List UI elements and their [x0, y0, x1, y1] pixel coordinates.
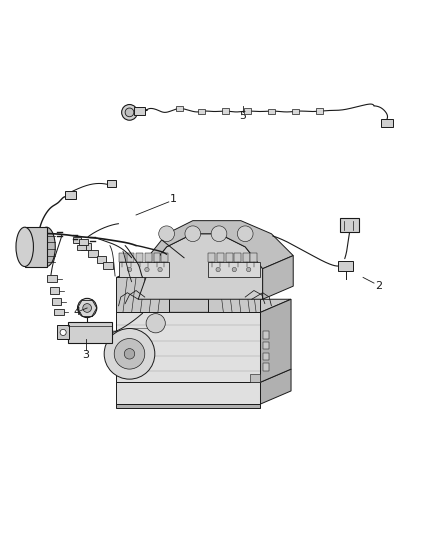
Bar	[381, 119, 393, 127]
Polygon shape	[119, 262, 169, 277]
Bar	[54, 309, 64, 316]
Circle shape	[185, 226, 201, 241]
Bar	[107, 180, 117, 187]
Circle shape	[60, 329, 66, 335]
Circle shape	[127, 268, 132, 272]
Bar	[263, 364, 269, 372]
Bar	[136, 253, 143, 262]
Bar	[57, 326, 69, 340]
Bar	[316, 108, 323, 114]
Circle shape	[237, 226, 253, 241]
Circle shape	[104, 328, 155, 379]
Text: 5: 5	[240, 111, 247, 121]
Circle shape	[232, 268, 237, 272]
Polygon shape	[117, 382, 261, 404]
Bar	[161, 253, 168, 262]
Circle shape	[159, 226, 174, 241]
Ellipse shape	[38, 227, 55, 266]
Text: 3: 3	[82, 350, 89, 360]
Bar	[111, 352, 117, 360]
Circle shape	[247, 268, 251, 272]
Bar	[49, 287, 59, 294]
Circle shape	[122, 104, 138, 120]
Bar	[145, 253, 152, 262]
Circle shape	[216, 268, 220, 272]
Bar	[338, 261, 353, 271]
Bar	[208, 253, 215, 262]
Bar	[153, 253, 160, 262]
Polygon shape	[117, 264, 199, 277]
Bar	[263, 352, 269, 360]
Ellipse shape	[16, 227, 33, 266]
Circle shape	[114, 338, 145, 369]
Circle shape	[158, 268, 162, 272]
Polygon shape	[138, 234, 263, 299]
Text: 1: 1	[170, 194, 177, 204]
Bar	[111, 364, 117, 372]
Text: 2: 2	[375, 281, 382, 291]
Bar	[268, 109, 275, 114]
Circle shape	[145, 268, 149, 272]
Polygon shape	[117, 277, 169, 312]
Bar	[73, 237, 81, 243]
Polygon shape	[149, 221, 293, 269]
Polygon shape	[117, 404, 261, 408]
Bar	[119, 253, 126, 262]
Bar	[81, 244, 91, 250]
Bar	[103, 262, 113, 269]
Polygon shape	[261, 299, 291, 382]
Bar	[134, 107, 145, 115]
Bar	[226, 253, 233, 262]
Bar	[251, 253, 258, 262]
Bar	[340, 219, 359, 232]
Circle shape	[78, 298, 97, 318]
Bar	[243, 253, 250, 262]
Bar	[263, 342, 269, 350]
Bar	[111, 342, 117, 350]
Polygon shape	[208, 262, 261, 277]
Bar	[111, 330, 117, 338]
Bar	[47, 275, 57, 282]
Text: 4: 4	[74, 308, 81, 317]
Polygon shape	[208, 277, 261, 312]
Bar	[79, 239, 88, 245]
Bar	[292, 109, 299, 114]
Bar	[68, 322, 112, 343]
Bar	[52, 298, 61, 305]
Bar	[244, 108, 251, 114]
Bar	[97, 256, 106, 263]
Bar	[176, 106, 183, 111]
Bar	[77, 245, 86, 251]
Bar	[65, 191, 76, 199]
Polygon shape	[117, 299, 291, 312]
Polygon shape	[25, 227, 46, 266]
Bar	[234, 253, 241, 262]
Bar	[217, 253, 224, 262]
Circle shape	[211, 226, 227, 241]
Bar	[127, 253, 134, 262]
Bar	[222, 108, 229, 114]
Bar	[263, 330, 269, 338]
Polygon shape	[263, 256, 293, 299]
Bar	[88, 251, 98, 257]
Polygon shape	[261, 369, 291, 404]
Bar	[198, 109, 205, 114]
Circle shape	[124, 349, 135, 359]
Polygon shape	[117, 369, 291, 382]
Circle shape	[125, 108, 134, 117]
Bar	[250, 374, 261, 382]
Circle shape	[83, 304, 92, 312]
Polygon shape	[117, 312, 261, 382]
Circle shape	[146, 313, 165, 333]
Polygon shape	[208, 264, 291, 277]
